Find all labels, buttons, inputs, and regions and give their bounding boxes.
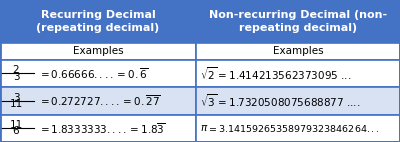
Bar <box>196 87 400 115</box>
Text: Examples: Examples <box>273 46 323 56</box>
Text: $\sqrt{2} = 1.414213562373095$ ...: $\sqrt{2} = 1.414213562373095$ ... <box>200 65 352 82</box>
Text: 3: 3 <box>13 93 19 103</box>
Bar <box>0 115 196 142</box>
Text: $=3.14159265358979323846264...$: $=3.14159265358979323846264...$ <box>207 123 380 134</box>
Bar <box>196 60 400 87</box>
Text: $= 1.8333333 .... = 1.8\overline{3}$: $= 1.8333333 .... = 1.8\overline{3}$ <box>38 121 166 136</box>
Text: 2: 2 <box>13 65 19 75</box>
Text: $= 0.66666 .... = 0.\overline{6}$: $= 0.66666 .... = 0.\overline{6}$ <box>38 66 148 81</box>
Text: Recurring Decimal
(repeating decimal): Recurring Decimal (repeating decimal) <box>36 10 160 33</box>
Text: $= 0.272727 .... = 0.\overline{27}$: $= 0.272727 .... = 0.\overline{27}$ <box>38 93 161 108</box>
Text: Examples: Examples <box>73 46 123 56</box>
Bar <box>196 43 400 60</box>
Text: $\sqrt{3} = 1.7320508075688877$ ....: $\sqrt{3} = 1.7320508075688877$ .... <box>200 92 360 109</box>
Text: Non-recurring Decimal (non-
repeating decimal): Non-recurring Decimal (non- repeating de… <box>209 10 387 33</box>
Text: 6: 6 <box>13 126 19 136</box>
Text: 11: 11 <box>9 120 23 130</box>
Bar <box>196 0 400 43</box>
Bar <box>0 43 196 60</box>
Text: 3: 3 <box>13 72 19 82</box>
Text: $\pi$: $\pi$ <box>200 123 208 133</box>
Text: 11: 11 <box>9 99 23 109</box>
Bar <box>196 115 400 142</box>
Bar <box>0 0 196 43</box>
Bar <box>0 87 196 115</box>
Bar <box>0 60 196 87</box>
